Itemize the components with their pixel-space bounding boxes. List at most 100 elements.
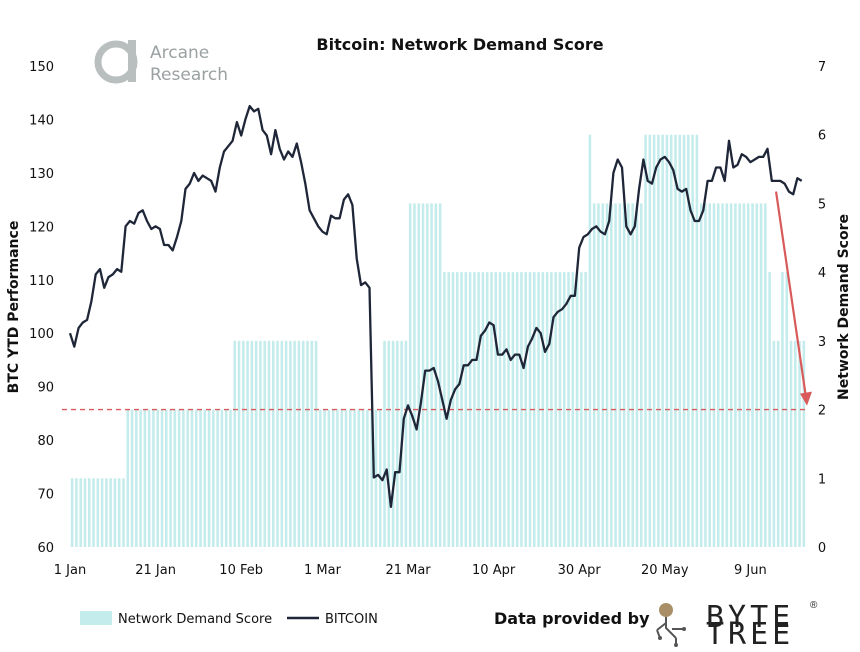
score-bar: [417, 203, 421, 547]
score-bar: [627, 203, 630, 547]
right-tick-label: 0: [818, 541, 826, 556]
x-tick-label: 20 May: [641, 563, 689, 578]
score-bar: [798, 340, 801, 547]
right-tick-label: 6: [818, 129, 826, 144]
left-tick-label: 120: [29, 220, 54, 235]
score-bar: [404, 340, 408, 547]
score-bar: [473, 272, 476, 547]
right-tick-label: 2: [818, 404, 826, 419]
legend: Network Demand Score BITCOIN: [80, 611, 378, 627]
left-axis-label: BTC YTD Performance: [6, 221, 22, 394]
score-bar: [438, 203, 442, 547]
x-tick-label: 1 Jan: [54, 563, 86, 578]
score-bar: [426, 203, 429, 547]
left-tick-label: 150: [29, 60, 54, 75]
score-bar: [297, 340, 301, 547]
logo-line1: Arcane: [150, 43, 210, 63]
score-bar: [147, 409, 151, 547]
score-bar: [738, 203, 741, 547]
score-bar: [306, 340, 309, 547]
score-bar: [246, 340, 249, 547]
score-bar: [301, 340, 305, 547]
right-tick-label: 3: [818, 335, 826, 350]
score-bar: [648, 134, 652, 547]
bytetree-word-1: BYTE: [706, 600, 795, 635]
score-bar: [164, 409, 168, 547]
score-bar: [383, 340, 386, 547]
score-bar: [173, 409, 177, 547]
score-bar: [353, 409, 356, 547]
score-bar: [721, 203, 724, 547]
score-bar: [665, 134, 669, 547]
bytetree-logo-icon: [656, 603, 686, 647]
score-bar: [361, 409, 365, 547]
score-bar: [327, 409, 331, 547]
score-bar: [314, 340, 318, 547]
score-bar: [396, 340, 399, 547]
arcane-logo-text: Arcane Research: [150, 42, 228, 86]
right-tick-label: 4: [818, 266, 826, 281]
score-bar: [464, 272, 468, 547]
score-bar: [734, 203, 737, 547]
score-bar: [169, 409, 172, 547]
score-bar: [639, 203, 643, 547]
score-bar: [481, 272, 485, 547]
score-bar: [276, 340, 279, 547]
x-tick-label: 10 Feb: [219, 563, 263, 578]
score-bar: [391, 340, 395, 547]
right-axis-label: Network Demand Score: [836, 214, 852, 400]
left-tick-label: 110: [29, 274, 54, 289]
score-bar: [143, 409, 147, 547]
score-bar: [592, 203, 596, 547]
score-bar: [725, 203, 729, 547]
score-bar: [96, 478, 100, 547]
score-bar: [545, 272, 549, 547]
score-bar: [789, 340, 793, 547]
score-bar: [366, 409, 369, 547]
score-bar: [87, 478, 91, 547]
score-bar: [117, 478, 121, 547]
score-bar: [348, 409, 352, 547]
downtrend-arrow: [774, 191, 812, 406]
score-bar: [764, 203, 767, 547]
data-credit: Data provided by: [494, 609, 650, 628]
score-bar: [742, 203, 746, 547]
score-bar: [746, 203, 750, 547]
score-bar: [319, 409, 322, 547]
score-bar: [580, 272, 583, 547]
score-bar: [139, 409, 142, 547]
score-bar: [336, 409, 339, 547]
score-bar: [498, 272, 502, 547]
score-bar: [413, 203, 416, 547]
score-bar: [751, 203, 754, 547]
right-tick-label: 1: [818, 472, 826, 487]
score-bar: [644, 134, 647, 547]
score-bar: [160, 409, 164, 547]
x-tick-label: 9 Jun: [734, 563, 767, 578]
left-axis-ticks: 60 70 80 90 100 110 120 130 140 150: [29, 60, 54, 556]
score-bar: [250, 340, 254, 547]
score-bar: [207, 409, 211, 547]
x-tick-label: 10 Apr: [472, 563, 516, 578]
score-bar: [122, 478, 125, 547]
score-bar: [130, 409, 134, 547]
score-bar: [194, 409, 198, 547]
right-axis-ticks: 0 1 2 3 4 5 6 7: [818, 60, 826, 556]
score-bar: [691, 134, 694, 547]
left-tick-label: 90: [37, 381, 54, 396]
score-bar: [678, 134, 682, 547]
score-bar: [768, 272, 771, 547]
score-bar: [631, 203, 634, 547]
left-tick-label: 80: [37, 434, 54, 449]
score-bar: [712, 203, 716, 547]
score-bar: [92, 478, 95, 547]
score-bar: [661, 134, 664, 547]
score-bar: [562, 272, 566, 547]
score-bar: [682, 134, 686, 547]
score-bar: [490, 272, 493, 547]
score-bar: [126, 409, 130, 547]
score-bar: [220, 409, 224, 547]
score-bar: [455, 272, 459, 547]
score-bar: [716, 203, 720, 547]
score-bar: [254, 340, 258, 547]
